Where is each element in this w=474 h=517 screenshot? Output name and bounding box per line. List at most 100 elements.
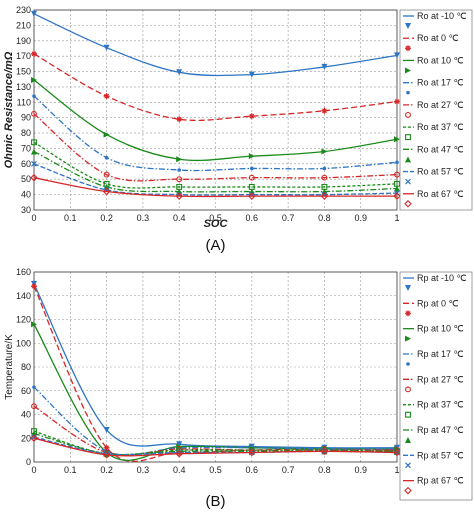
- legend-entry: Rp at 57 ℃: [417, 450, 464, 460]
- data-point: [176, 441, 183, 448]
- legend-marker: [405, 437, 411, 443]
- data-point: [321, 63, 328, 70]
- data-point: [103, 44, 110, 51]
- y-tick-label: 170: [16, 51, 31, 61]
- chart-b: 0 0.1 0.2 0.3 0.4 0.5 0.6 0.7 0.8 0.9 1 0 20 40 60 80 10…: [4, 267, 473, 510]
- series-line: [33, 437, 398, 457]
- data-point: [31, 139, 37, 146]
- legend-entry: Ro at 27 ℃: [417, 100, 464, 110]
- data-point: [176, 116, 183, 123]
- data-point: [248, 192, 256, 200]
- data-point: [394, 185, 400, 192]
- data-point: [103, 131, 110, 138]
- legend-entry: Ro at 37 ℃: [417, 122, 464, 132]
- legend-entry: Rp at 37 ℃: [417, 400, 464, 410]
- data-point: [103, 171, 110, 178]
- y-tick-label: 80: [21, 128, 31, 138]
- x-tick-label: 0.7: [282, 465, 295, 475]
- y-tick-label: 60: [21, 386, 31, 396]
- x-tick-label: 0.2: [100, 465, 113, 475]
- y-tick-label: 150: [16, 67, 31, 77]
- legend-entry: Rp at 47 ℃: [417, 425, 464, 435]
- legend-marker: [405, 411, 411, 418]
- panel-label: (A): [206, 237, 226, 254]
- series-4: [31, 110, 400, 183]
- y-tick-label: 30: [21, 205, 31, 215]
- chart-a: 0 0.1 0.2 0.3 0.4 0.5 0.6 0.7 0.8 0.9 130405060708…: [3, 5, 473, 254]
- x-axis-title: SOC: [204, 218, 229, 230]
- panel-label: (B): [206, 493, 226, 510]
- data-point: [32, 385, 36, 389]
- series-line: [33, 141, 398, 189]
- legend-entry: Ro at 67 ℃: [417, 189, 464, 199]
- x-tick-label: 0.5: [209, 213, 222, 223]
- data-point: [104, 155, 109, 160]
- data-point: [321, 174, 328, 181]
- series-line: [33, 405, 397, 456]
- y-tick-label: 90: [21, 113, 31, 123]
- x-tick-label: 1: [394, 213, 399, 223]
- data-point: [31, 50, 37, 57]
- y-axis-title: Ohmic Resistance/mΩ: [3, 51, 15, 168]
- series-1: [31, 50, 400, 123]
- y-tick-label: 40: [21, 190, 31, 200]
- legend-box: [399, 9, 473, 211]
- data-point: [395, 160, 399, 165]
- data-point: [31, 77, 37, 83]
- x-tick-label: 0.7: [282, 213, 295, 223]
- x-tick-label: 0.6: [246, 465, 259, 475]
- data-point: [248, 153, 255, 160]
- y-tick-label: 80: [21, 362, 31, 372]
- y-tick-label: 0: [26, 457, 31, 467]
- x-tick-label: 0.9: [354, 465, 367, 475]
- series-line: [33, 113, 398, 182]
- y-tick-label: 20: [21, 433, 31, 443]
- series-2: [31, 77, 400, 163]
- plot-frame: [33, 9, 398, 211]
- x-tick-label: 0.4: [173, 213, 186, 223]
- y-tick-label: 60: [21, 159, 31, 169]
- legend-marker: [405, 285, 411, 291]
- legend-marker: [405, 134, 411, 141]
- legend-marker: [405, 335, 411, 342]
- data-point: [31, 148, 37, 155]
- data-point: [248, 71, 255, 78]
- legend-entry: Rp at 0 ℃: [417, 298, 459, 308]
- series-line: [33, 150, 398, 193]
- legend: Rp at -10 ℃ Rp at 0 ℃ Rp at 10 ℃ Rp at 17 ℃…: [399, 271, 473, 501]
- x-tick-label: 0.6: [246, 213, 259, 223]
- series-line: [33, 430, 398, 456]
- legend-entry: Ro at 17 ℃: [417, 78, 464, 88]
- x-tick-label: 0.3: [137, 465, 150, 475]
- x-tick-label: 0: [31, 213, 36, 223]
- data-point: [248, 113, 255, 120]
- legend-marker: [405, 156, 411, 163]
- legend-entry: Ro at 57 ℃: [417, 167, 464, 177]
- legend-marker: [405, 386, 411, 393]
- data-point: [248, 448, 256, 457]
- legend-marker: [405, 67, 411, 74]
- y-tick-label: 140: [16, 291, 31, 301]
- series-line: [33, 386, 398, 456]
- y-tick-label: 120: [16, 315, 31, 325]
- plot-frame: [33, 271, 398, 463]
- data-point: [175, 192, 183, 200]
- data-point: [320, 192, 329, 200]
- data-point: [30, 173, 38, 182]
- x-tick-label: 0.4: [173, 465, 186, 475]
- x-tick-label: 0.8: [318, 465, 331, 475]
- legend-entry: Rp at -10 ℃: [417, 273, 467, 283]
- y-tick-label: 210: [16, 20, 31, 30]
- data-point: [103, 444, 110, 451]
- data-point: [394, 171, 400, 178]
- x-tick-label: 0.2: [100, 213, 113, 223]
- data-point: [322, 166, 327, 171]
- y-tick-label: 70: [21, 143, 31, 153]
- legend-marker: [405, 178, 411, 185]
- legend-marker: [404, 486, 412, 495]
- x-tick-label: 0.1: [64, 465, 77, 475]
- y-tick-label: 190: [16, 36, 31, 46]
- data-point: [176, 156, 183, 163]
- legend-entry: Ro at 47 ℃: [417, 144, 464, 154]
